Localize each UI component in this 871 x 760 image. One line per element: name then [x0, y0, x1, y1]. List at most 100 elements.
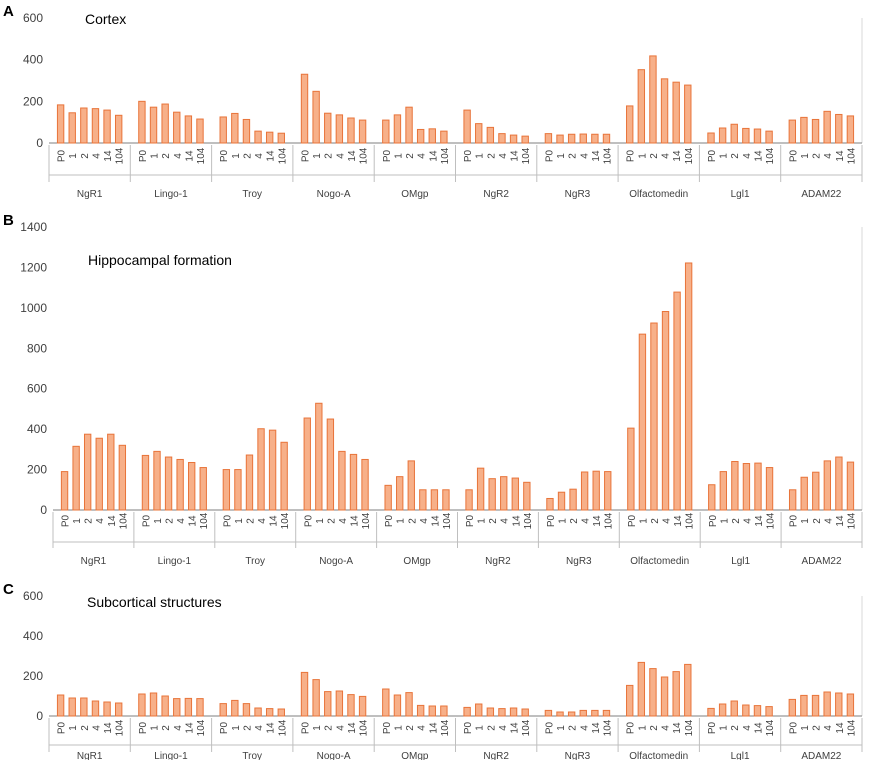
group-label: NgR2 — [485, 556, 511, 567]
x-tick-label: 2 — [730, 725, 741, 731]
bar-ngr1-1 — [72, 445, 80, 511]
group-label: NgR1 — [77, 189, 103, 200]
bar-ngr1-p0 — [56, 694, 65, 717]
bar-troy-p0 — [219, 703, 227, 717]
x-tick-label: P0 — [303, 514, 314, 527]
x-tick-label: 4 — [417, 725, 428, 731]
x-tick-label: 14 — [269, 515, 280, 527]
x-tick-label: 1 — [800, 725, 811, 731]
bar-ngr2-p0 — [463, 109, 471, 144]
x-tick-label: 104 — [359, 719, 370, 736]
x-tick-label: 2 — [407, 518, 418, 524]
bar-nogo-a-14 — [347, 117, 355, 144]
x-tick-label: 4 — [500, 518, 511, 524]
bar-lingo-1-1 — [153, 450, 161, 511]
x-tick-label: 2 — [730, 153, 741, 159]
bar-olfactomedin-p0 — [626, 684, 634, 717]
bar-ngr1-14 — [103, 109, 111, 144]
bar-nogo-a-2 — [326, 418, 335, 511]
x-tick-label: 4 — [742, 518, 753, 524]
x-tick-label: 1 — [556, 153, 567, 159]
group-label: ADAM22 — [801, 751, 841, 760]
bar-adam22-104 — [846, 461, 855, 511]
x-tick-label: 2 — [486, 725, 497, 731]
chart-title: Subcortical structures — [87, 594, 222, 610]
bar-ngr3-4 — [579, 133, 587, 144]
bar-olfactomedin-4 — [661, 311, 670, 511]
x-tick-label: 2 — [812, 153, 823, 159]
bar-nogo-a-104 — [361, 458, 369, 511]
group-label: ADAM22 — [801, 189, 841, 200]
bar-lgl1-104 — [765, 467, 774, 511]
bar-ngr2-p0 — [463, 706, 471, 717]
y-tick-label: 200 — [23, 669, 43, 683]
bar-ngr2-1 — [476, 467, 485, 511]
bar-adam22-2 — [812, 471, 820, 511]
bar-adam22-1 — [800, 476, 808, 511]
bar-ngr3-1 — [556, 711, 564, 717]
x-tick-label: 104 — [846, 512, 857, 529]
x-tick-label: 4 — [91, 153, 102, 159]
bar-adam22-14 — [835, 692, 843, 717]
x-tick-label: 2 — [568, 153, 579, 159]
bar-lingo-1-14 — [184, 697, 193, 717]
x-tick-label: 104 — [199, 512, 210, 529]
bar-adam22-4 — [823, 110, 831, 144]
bar-lingo-1-104 — [196, 118, 204, 144]
y-tick-label: 0 — [36, 136, 43, 150]
bar-lgl1-1 — [719, 471, 728, 511]
x-tick-label: P0 — [301, 721, 312, 734]
bar-ngr1-p0 — [60, 471, 69, 511]
x-tick-label: 14 — [511, 515, 522, 527]
x-tick-label: 104 — [684, 147, 695, 164]
bar-lgl1-14 — [753, 128, 762, 144]
bar-omgp-14 — [430, 489, 439, 511]
y-tick-label: 0 — [40, 503, 47, 517]
x-tick-label: 104 — [521, 719, 532, 736]
x-tick-label: 104 — [277, 147, 288, 164]
bar-ngr1-14 — [107, 433, 115, 511]
bar-ngr3-1 — [557, 491, 566, 511]
x-tick-label: 4 — [498, 725, 509, 731]
x-tick-label: 14 — [347, 150, 358, 162]
bar-adam22-14 — [835, 113, 843, 144]
bar-ngr3-2 — [567, 133, 576, 144]
bar-nogo-a-4 — [338, 450, 346, 511]
bar-nogo-a-104 — [358, 119, 367, 144]
x-tick-label: 4 — [419, 518, 430, 524]
bar-omgp-2 — [405, 692, 413, 717]
bar-nogo-a-1 — [315, 402, 323, 511]
bar-olfactomedin-2 — [649, 668, 657, 717]
group-label: Lingo-1 — [154, 189, 188, 200]
x-tick-label: 1 — [312, 725, 323, 731]
x-tick-label: 14 — [266, 722, 277, 734]
x-tick-label: P0 — [463, 721, 474, 734]
bar-ngr1-14 — [103, 701, 111, 717]
x-tick-label: 14 — [835, 722, 846, 734]
x-tick-label: P0 — [138, 149, 149, 162]
bar-adam22-2 — [811, 118, 820, 144]
bar-lgl1-2 — [730, 123, 738, 144]
group-label: Nogo-A — [317, 751, 351, 760]
x-tick-label: 4 — [254, 725, 265, 731]
x-tick-label: 1 — [637, 153, 648, 159]
bar-troy-1 — [234, 469, 242, 511]
group-label: Olfactomedin — [629, 189, 688, 200]
x-tick-label: 1 — [72, 518, 83, 524]
x-tick-label: 2 — [326, 518, 337, 524]
bar-olfactomedin-p0 — [626, 105, 634, 144]
bar-lingo-1-2 — [161, 695, 169, 717]
bar-ngr1-104 — [114, 114, 123, 144]
bar-ngr1-1 — [68, 697, 76, 717]
x-tick-label: 1 — [231, 153, 242, 159]
bar-ngr3-2 — [569, 488, 577, 511]
x-tick-label: 14 — [107, 515, 118, 527]
bar-lingo-1-p0 — [138, 100, 146, 144]
bar-omgp-104 — [440, 705, 448, 717]
bar-omgp-p0 — [382, 688, 390, 717]
bar-ngr2-4 — [498, 708, 506, 717]
bar-omgp-104 — [442, 489, 450, 511]
panel-label: A — [3, 3, 14, 20]
